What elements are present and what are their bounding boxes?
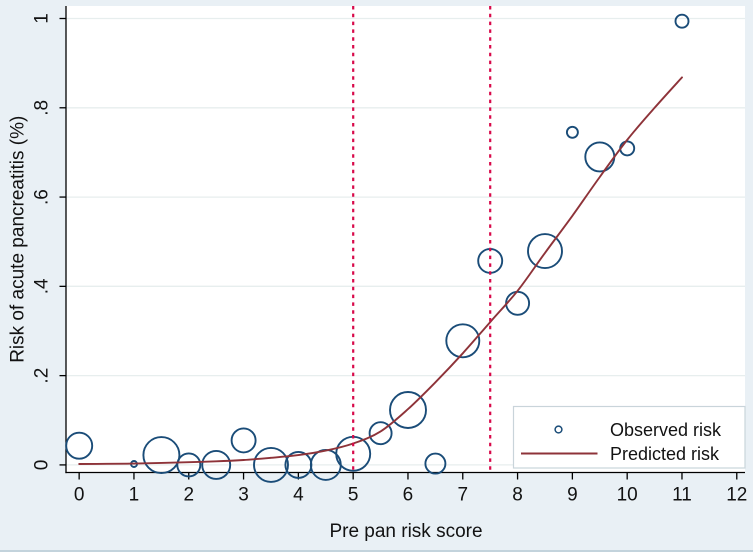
y-tick-label: .2: [32, 368, 53, 384]
legend-predicted-label: Predicted risk: [610, 444, 720, 464]
observed-risk-bubble: [674, 13, 690, 29]
observed-risk-bubble: [176, 452, 202, 478]
x-tick-label: 3: [238, 485, 249, 506]
observed-risk-bubble: [389, 391, 427, 429]
y-tick-label: .4: [32, 278, 53, 294]
x-tick-label: 5: [348, 485, 359, 506]
y-tick-label: .8: [32, 100, 53, 116]
observed-risk-bubble: [565, 125, 579, 139]
predicted-risk-curve: [78, 76, 683, 465]
legend-observed-marker-icon: [554, 425, 563, 434]
legend-box: [512, 405, 746, 469]
x-tick-label: 12: [726, 485, 747, 506]
plot-area: [66, 6, 745, 473]
observed-risk-bubble: [445, 323, 481, 359]
observed-risk-bubble: [201, 449, 232, 480]
x-tick-label: 10: [617, 485, 638, 506]
x-tick-label: 4: [293, 485, 304, 506]
observed-risk-bubble: [424, 452, 447, 475]
x-tick-label: 11: [672, 485, 692, 506]
observed-risk-bubble: [65, 431, 94, 460]
legend-observed-label: Observed risk: [610, 420, 722, 440]
x-tick-label: 0: [74, 485, 85, 506]
x-tick-label: 9: [567, 485, 578, 506]
observed-risk-bubble: [368, 421, 393, 446]
x-axis-title: Pre pan risk score: [329, 521, 482, 542]
observed-risk-bubble: [230, 427, 257, 454]
y-tick-label: 1: [32, 13, 53, 24]
observed-risk-bubble: [142, 436, 181, 475]
observed-risk-bubble: [253, 446, 289, 483]
y-axis-title: Risk of acute pancreatitis (%): [8, 116, 29, 363]
observed-risk-bubble: [527, 233, 563, 270]
x-tick-label: 8: [512, 485, 523, 506]
y-tick-label: 0: [32, 460, 53, 471]
x-tick-label: 1: [129, 485, 140, 506]
x-tick-label: 6: [403, 485, 414, 506]
y-tick-label: .6: [32, 189, 53, 205]
x-tick-label: 7: [457, 485, 468, 506]
x-tick-label: 2: [183, 485, 194, 506]
